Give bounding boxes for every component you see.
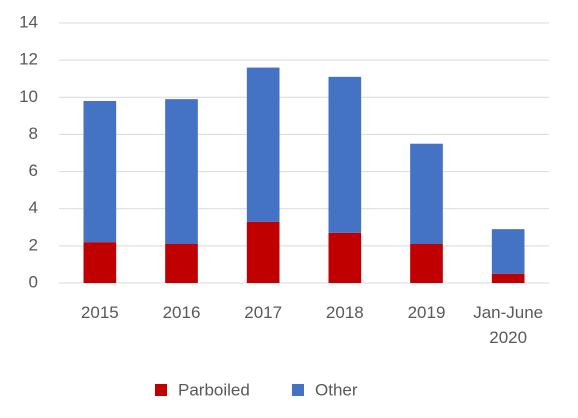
y-tick-label: 0 bbox=[29, 272, 38, 291]
legend-swatch bbox=[155, 384, 167, 396]
y-tick-label: 2 bbox=[29, 235, 38, 254]
bar-segment bbox=[165, 244, 198, 283]
x-tick-label: 2015 bbox=[80, 303, 119, 322]
x-tick-label: Jan-June 2020 bbox=[473, 303, 544, 347]
bar-segment bbox=[165, 99, 198, 245]
x-tick-label: 2017 bbox=[244, 303, 283, 322]
y-tick-label: 14 bbox=[19, 12, 38, 31]
bar-segment bbox=[83, 101, 117, 243]
bar-segment bbox=[83, 242, 117, 283]
bar-segment bbox=[328, 76, 362, 233]
y-tick-label: 6 bbox=[29, 161, 38, 180]
y-tick-label: 4 bbox=[29, 198, 38, 217]
bar-segment bbox=[410, 143, 443, 244]
bar-segment bbox=[328, 232, 362, 283]
y-tick-label: 10 bbox=[19, 87, 38, 106]
y-tick-label: 12 bbox=[19, 50, 38, 69]
legend-swatch bbox=[292, 384, 304, 396]
legend-label: Parboiled bbox=[178, 380, 250, 399]
x-tick-label: 2019 bbox=[407, 303, 446, 322]
bar-segment bbox=[491, 229, 525, 274]
x-tick-label: 2016 bbox=[162, 303, 201, 322]
bar-segment bbox=[491, 273, 525, 283]
bar-segment bbox=[410, 244, 443, 283]
y-tick-label: 8 bbox=[29, 124, 38, 143]
bar-segment bbox=[246, 221, 280, 283]
legend-label: Other bbox=[315, 380, 358, 399]
bar-segment bbox=[246, 67, 280, 222]
x-tick-label: 2018 bbox=[325, 303, 364, 322]
